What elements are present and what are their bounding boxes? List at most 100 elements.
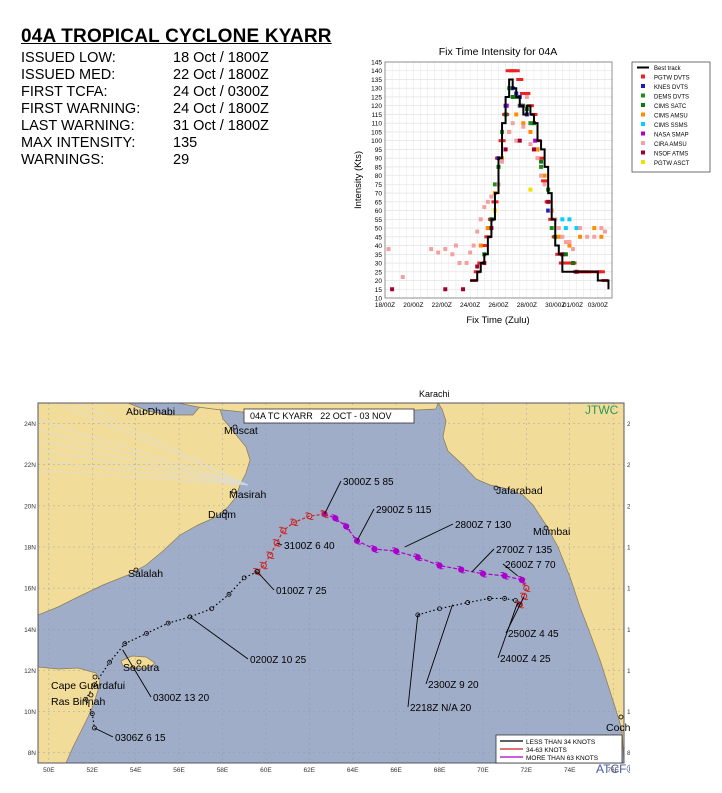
legend-swatch [641,131,645,136]
info-label: FIRST TCFA: [21,84,108,100]
x-tick-label: 26/00Z [488,302,508,309]
fix-point-pgtw-dvts [505,69,513,73]
label-leader [497,602,519,659]
fix-point-cims-amsu [592,226,597,231]
cyclone-symbol [352,537,362,545]
x-tick-label: 30/00Z [545,302,565,309]
latitude-label: 12N [24,668,36,675]
fix-point-dems-dvts [539,164,544,169]
cyclone-symbol [320,510,329,518]
fix-point-cira-amsu [514,138,519,143]
longitude-labels: 50E 52E 54E 56E 58E 60E 62E 64E 66E 68E 70E 72E 74E 7… [43,767,620,774]
legend-swatch [641,112,645,117]
fix-point-cira-amsu [471,243,476,248]
latitude-label: 16N [627,586,630,593]
track-label: 2500Z 4 45 [508,629,559,640]
info-value: 24 Oct / 1800Z [173,101,269,117]
fix-point-cims-ssms [560,217,565,222]
y-tick-label: 140 [371,68,382,75]
fix-point-cira-amsu [535,156,540,161]
track-segment [324,513,523,581]
track-point [89,711,95,717]
label-leader [407,614,419,708]
info-value: 18 Oct / 1800Z [173,50,269,66]
cyclone-symbol [478,569,488,578]
track-point [502,596,508,601]
fix-point-cira-amsu [602,229,607,234]
fix-point-pgtw-dvts [512,69,520,73]
longitude-label: 72E [521,767,533,774]
cyclone-symbol [331,514,340,522]
fix-point-cira-amsu [400,275,405,280]
fix-point-cira-amsu [429,247,434,252]
track-point [209,606,215,612]
fix-point-cira-amsu [464,261,469,266]
track-label: 2600Z 7 70 [505,560,556,571]
track-point [107,659,113,665]
x-tick-labels: 18/00Z 20/00Z 22/00Z 24/00Z 26/00Z 28/00Z 30/0… [375,302,608,309]
history-lines [38,403,249,486]
x-axis-label: Fix Time (Zulu) [466,315,529,326]
land-socotra [120,655,156,669]
fix-point-cira-amsu [560,234,565,239]
fix-point-cira-amsu [453,243,458,248]
y-tick-label: 145 [371,60,382,67]
y-tick-label: 35 [375,252,383,259]
track-point [371,545,378,553]
fix-point-cims-amsu [542,173,547,178]
fix-point-nasa-smap [504,103,509,108]
jtwc-badge: JTWC [585,403,619,417]
latitude-label: 18N [627,545,630,552]
x-tick-label: 01/00Z [563,302,583,309]
fix-point-cira-amsu [386,247,391,252]
track-point [343,523,350,530]
fix-point-nsof-atms [390,287,395,292]
cyclone-symbol [342,522,351,531]
cyclone-symbol [289,518,299,527]
legend-label-ts: 34-63 KNOTS [526,747,567,754]
info-label: WARNINGS: [21,152,105,168]
y-tick-label: 70 [375,191,383,198]
fix-point-cira-amsu [443,247,448,252]
fix-point-nsof-atms [475,264,480,269]
info-value: 22 Oct / 1800Z [173,67,269,83]
best-track-line [470,78,610,290]
legend-label: DEMS DVTS [654,95,689,101]
fix-point-cira-amsu [563,240,568,245]
fix-point-cira-amsu [556,226,561,231]
label-leader [276,542,283,546]
fix-point-nasa-smap [533,138,538,143]
cyclone-symbol [279,526,288,535]
fix-point-cira-amsu [578,226,583,231]
info-row: FIRST TCFA: 24 Oct / 0300Z [21,84,269,101]
cyclone-symbol [500,572,509,580]
fix-point-cira-amsu [599,226,604,231]
fix-point-cims-amsu [521,121,526,126]
info-value: 135 [173,135,198,151]
longitude-label: 70E [477,767,489,774]
fix-point-cims-ssms [563,226,568,231]
fix-point-pgtw-dvts [537,156,545,160]
longitude-label: 62E [304,767,316,774]
fix-point-cira-amsu [542,182,547,187]
y-tick-label: 130 [371,86,382,93]
legend-label: NASA SMAP [654,133,689,139]
y-tick-label: 45 [375,234,383,241]
fix-points [386,69,609,292]
legend-swatch [641,74,645,79]
y-tick-label: 120 [371,103,382,110]
info-label: ISSUED MED: [21,67,116,83]
fix-point-cims-ssms [567,217,572,222]
label-leader [324,480,342,515]
land-india [437,403,624,763]
legend-swatch [641,93,645,98]
latitude-label: 12N [627,668,630,675]
map-title-box [243,408,415,424]
longitude-label: 56E [173,767,185,774]
label-leader [122,649,152,698]
longitude-label: 74E [564,767,576,774]
label-leader [502,563,518,577]
map-title: 04A TC KYARR 22 OCT - 03 NOV [250,411,392,421]
fix-point-cira-amsu [482,205,487,210]
